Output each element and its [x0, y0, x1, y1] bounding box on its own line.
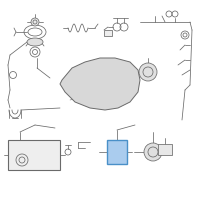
Bar: [8, 140, 60, 170]
Bar: [104, 30, 112, 36]
Bar: [107, 140, 127, 164]
Bar: [158, 144, 172, 155]
Ellipse shape: [27, 38, 43, 46]
Circle shape: [144, 143, 162, 161]
Circle shape: [139, 63, 157, 81]
Circle shape: [31, 18, 39, 26]
Polygon shape: [60, 58, 140, 110]
